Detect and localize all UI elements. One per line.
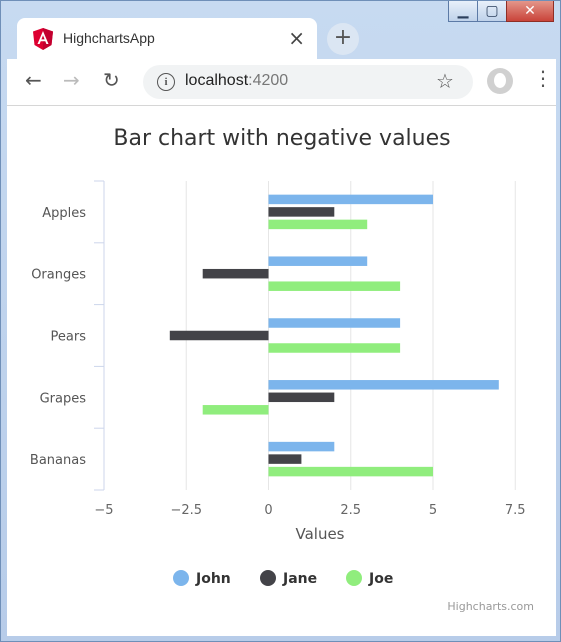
x-axis-title: Values [295,525,344,543]
legend-item-jane[interactable]: Jane [260,570,317,587]
x-tick-label: −5 [94,503,113,518]
url-text: localhost:4200 [185,72,288,90]
browser-toolbar: ← → ↻ i localhost:4200 ☆ ⋮ [7,59,556,106]
address-bar[interactable]: i localhost:4200 ☆ [143,65,473,99]
minimize-button[interactable]: ▁ [448,1,478,22]
bar-joe[interactable] [268,343,401,353]
legend-marker [346,570,362,586]
window-controls: ▁ ▢ ✕ [448,1,554,23]
category-label: Bananas [30,453,86,468]
menu-dots-icon[interactable]: ⋮ [533,66,553,90]
category-label: Apples [42,206,86,221]
bar-chart: Bar chart with negative values Apples Ora… [30,126,534,613]
reload-icon[interactable]: ↻ [103,68,120,92]
legend-item-john[interactable]: John [173,570,231,587]
back-arrow-icon[interactable]: ← [25,68,42,92]
legend-item-joe[interactable]: Joe [346,570,393,587]
x-tick-label: 0 [264,503,272,518]
bar-john[interactable] [268,318,401,328]
info-icon[interactable]: i [157,73,175,91]
legend-label: Joe [368,571,393,587]
bar-joe[interactable] [268,466,434,477]
new-tab-button[interactable]: + [327,23,359,55]
tab-close-icon[interactable]: × [288,26,305,50]
bar-john[interactable] [268,441,335,452]
bookmark-star-icon[interactable]: ☆ [436,69,454,93]
url-port: :4200 [248,72,289,89]
bar-john[interactable] [268,380,499,390]
bar-jane[interactable] [202,268,269,279]
close-icon: ✕ [524,3,536,19]
url-host: localhost [185,72,249,89]
bar-jane[interactable] [268,392,335,403]
category-label: Grapes [40,391,87,406]
bars [169,194,499,477]
legend-marker [260,570,276,586]
x-tick-labels: −5 −2.5 0 2.5 5 7.5 [94,503,525,518]
maximize-button[interactable]: ▢ [477,1,507,22]
page-content: Bar chart with negative values Apples Ora… [7,106,556,636]
legend: John Jane Joe [173,570,393,587]
minimize-icon: ▁ [457,3,469,19]
bar-jane[interactable] [268,454,302,464]
legend-marker [173,570,189,586]
bar-joe[interactable] [268,219,368,230]
chart-title: Bar chart with negative values [113,126,450,151]
category-axis: Apples Oranges Pears Grapes Bananas [30,180,105,491]
bar-joe[interactable] [202,405,269,415]
angular-logo-icon [33,28,53,50]
legend-label: John [195,571,231,587]
legend-label: Jane [282,571,317,587]
x-tick-label: 7.5 [505,503,526,518]
category-label: Oranges [31,268,86,283]
bar-joe[interactable] [268,281,401,291]
profile-avatar-icon[interactable] [487,68,513,94]
tab-title: HighchartsApp [63,30,155,46]
credits-link[interactable]: Highcharts.com [447,600,534,613]
bar-john[interactable] [268,256,368,266]
maximize-icon: ▢ [485,3,499,19]
x-tick-label: 2.5 [340,503,361,518]
x-tick-label: 5 [429,503,437,518]
bar-jane[interactable] [169,330,269,341]
browser-tab[interactable]: HighchartsApp × [17,18,317,59]
category-label: Pears [51,330,87,345]
forward-arrow-icon[interactable]: → [63,68,80,92]
bar-jane[interactable] [268,207,335,217]
close-window-button[interactable]: ✕ [506,1,554,22]
bar-john[interactable] [268,194,434,205]
x-tick-label: −2.5 [170,503,202,518]
